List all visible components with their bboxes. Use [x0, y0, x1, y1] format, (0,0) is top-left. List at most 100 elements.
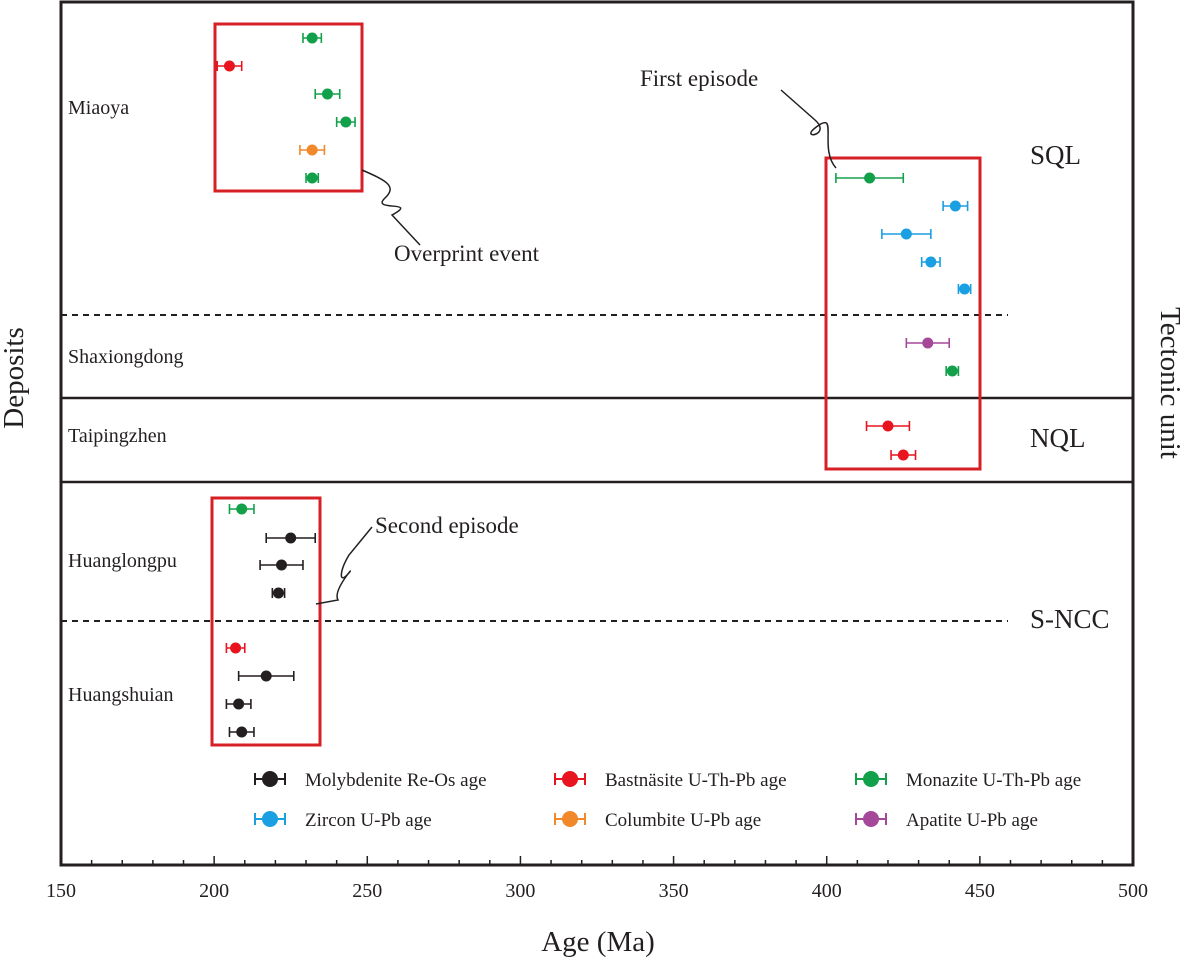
x-tick-label: 400	[812, 880, 842, 902]
deposit-label-miaoya: Miaoya	[68, 97, 129, 119]
tectonic-unit-nql: NQL	[1030, 423, 1086, 453]
data-point	[299, 144, 326, 156]
data-point	[957, 283, 972, 295]
data-point	[225, 642, 246, 654]
legend-swatch-marker	[562, 811, 578, 827]
point-marker	[272, 587, 284, 599]
data-point	[865, 420, 911, 432]
point-marker	[900, 228, 912, 240]
legend-item: Columbite U-Pb age	[554, 810, 761, 831]
data-point	[302, 32, 323, 44]
legend-swatch-marker	[262, 771, 278, 787]
legend-label: Bastnäsite U-Th-Pb age	[605, 770, 787, 791]
first-episode-leader	[780, 89, 837, 169]
point-marker	[321, 88, 333, 100]
data-point	[945, 365, 960, 377]
point-marker	[233, 698, 245, 710]
tectonic-unit-sql: SQL	[1030, 140, 1081, 170]
point-marker	[949, 200, 961, 212]
unit-dividers	[61, 314, 1133, 622]
episode-boxes	[210, 22, 982, 747]
point-marker	[223, 60, 235, 72]
data-point	[305, 172, 320, 184]
legend-swatch-marker	[863, 771, 879, 787]
annotation-leaders	[315, 89, 837, 605]
legend-label: Zircon U-Pb age	[305, 810, 432, 831]
point-marker	[306, 144, 318, 156]
plot-border	[59, 0, 1135, 867]
legend: Molybdenite Re-Os age Bastnäsite U-Th-Pb …	[254, 770, 1081, 831]
point-marker	[260, 670, 272, 682]
point-marker	[306, 32, 318, 44]
data-point	[265, 532, 317, 544]
x-tick-label: 450	[965, 880, 995, 902]
legend-item: Monazite U-Th-Pb age	[855, 770, 1081, 791]
deposit-label-shaxiongdong: Shaxiongdong	[68, 346, 184, 368]
point-marker	[882, 420, 894, 432]
x-tick-label: 500	[1118, 880, 1148, 902]
first-episode-box	[824, 156, 982, 471]
x-axis-ticks	[60, 856, 1134, 865]
point-marker	[864, 172, 876, 184]
deposit-label-huanglongpu: Huanglongpu	[68, 550, 177, 572]
point-marker	[340, 116, 352, 128]
data-point	[228, 503, 255, 515]
legend-item: Molybdenite Re-Os age	[254, 770, 487, 791]
legend-swatch-marker	[262, 811, 278, 827]
point-marker	[959, 283, 971, 295]
text-labels: Miaoya Shaxiongdong Taipingzhen Huanglon…	[0, 66, 1186, 958]
point-marker	[285, 532, 297, 544]
legend-label: Monazite U-Th-Pb age	[906, 770, 1081, 791]
legend-label: Molybdenite Re-Os age	[305, 770, 487, 791]
x-tick-label: 300	[505, 880, 535, 902]
x-tick-label: 350	[659, 880, 689, 902]
data-point	[835, 172, 905, 184]
data-point	[228, 726, 255, 738]
point-marker	[306, 172, 318, 184]
deposit-label-huangshuian: Huangshuian	[68, 684, 174, 706]
x-tick-labels: 150 200 250 300 350 400 450 500	[46, 880, 1148, 902]
plot-frame	[59, 0, 1135, 867]
tectonic-unit-sncc: S-NCC	[1030, 604, 1110, 634]
data-point	[237, 670, 295, 682]
point-marker	[925, 256, 937, 268]
legend-swatch-marker	[863, 811, 879, 827]
annotation-overprint-event: Overprint event	[394, 241, 540, 266]
legend-item: Bastnäsite U-Th-Pb age	[554, 770, 787, 791]
data-point	[314, 88, 341, 100]
overprint-event-leader	[361, 169, 421, 246]
x-tick-label: 250	[352, 880, 382, 902]
legend-label: Columbite U-Pb age	[605, 810, 761, 831]
point-marker	[922, 337, 934, 349]
data-point	[890, 449, 917, 461]
point-marker	[946, 365, 958, 377]
data-point	[225, 698, 252, 710]
annotation-first-episode: First episode	[640, 66, 758, 91]
second-episode-box	[210, 496, 322, 747]
y-axis-title: Deposits	[0, 327, 30, 429]
point-marker	[230, 642, 242, 654]
point-marker	[897, 449, 909, 461]
data-point	[335, 116, 356, 128]
x-axis-title: Age (Ma)	[541, 926, 655, 958]
point-marker	[236, 503, 248, 515]
data-point	[942, 200, 969, 212]
overprint-event-box	[213, 22, 364, 193]
deposit-label-taipingzhen: Taipingzhen	[68, 425, 167, 447]
data-point	[271, 587, 286, 599]
data-point	[216, 60, 243, 72]
x-tick-label: 150	[46, 880, 76, 902]
legend-swatch-marker	[562, 771, 578, 787]
data-point	[905, 337, 951, 349]
legend-label: Apatite U-Pb age	[906, 810, 1038, 831]
data-marks	[216, 32, 972, 738]
point-marker	[236, 726, 248, 738]
x-tick-label: 200	[199, 880, 229, 902]
annotation-second-episode: Second episode	[375, 513, 519, 538]
legend-item: Zircon U-Pb age	[254, 810, 432, 831]
legend-item: Apatite U-Pb age	[855, 810, 1038, 831]
data-point	[920, 256, 941, 268]
data-point	[881, 228, 932, 240]
second-episode-leader	[315, 526, 373, 605]
